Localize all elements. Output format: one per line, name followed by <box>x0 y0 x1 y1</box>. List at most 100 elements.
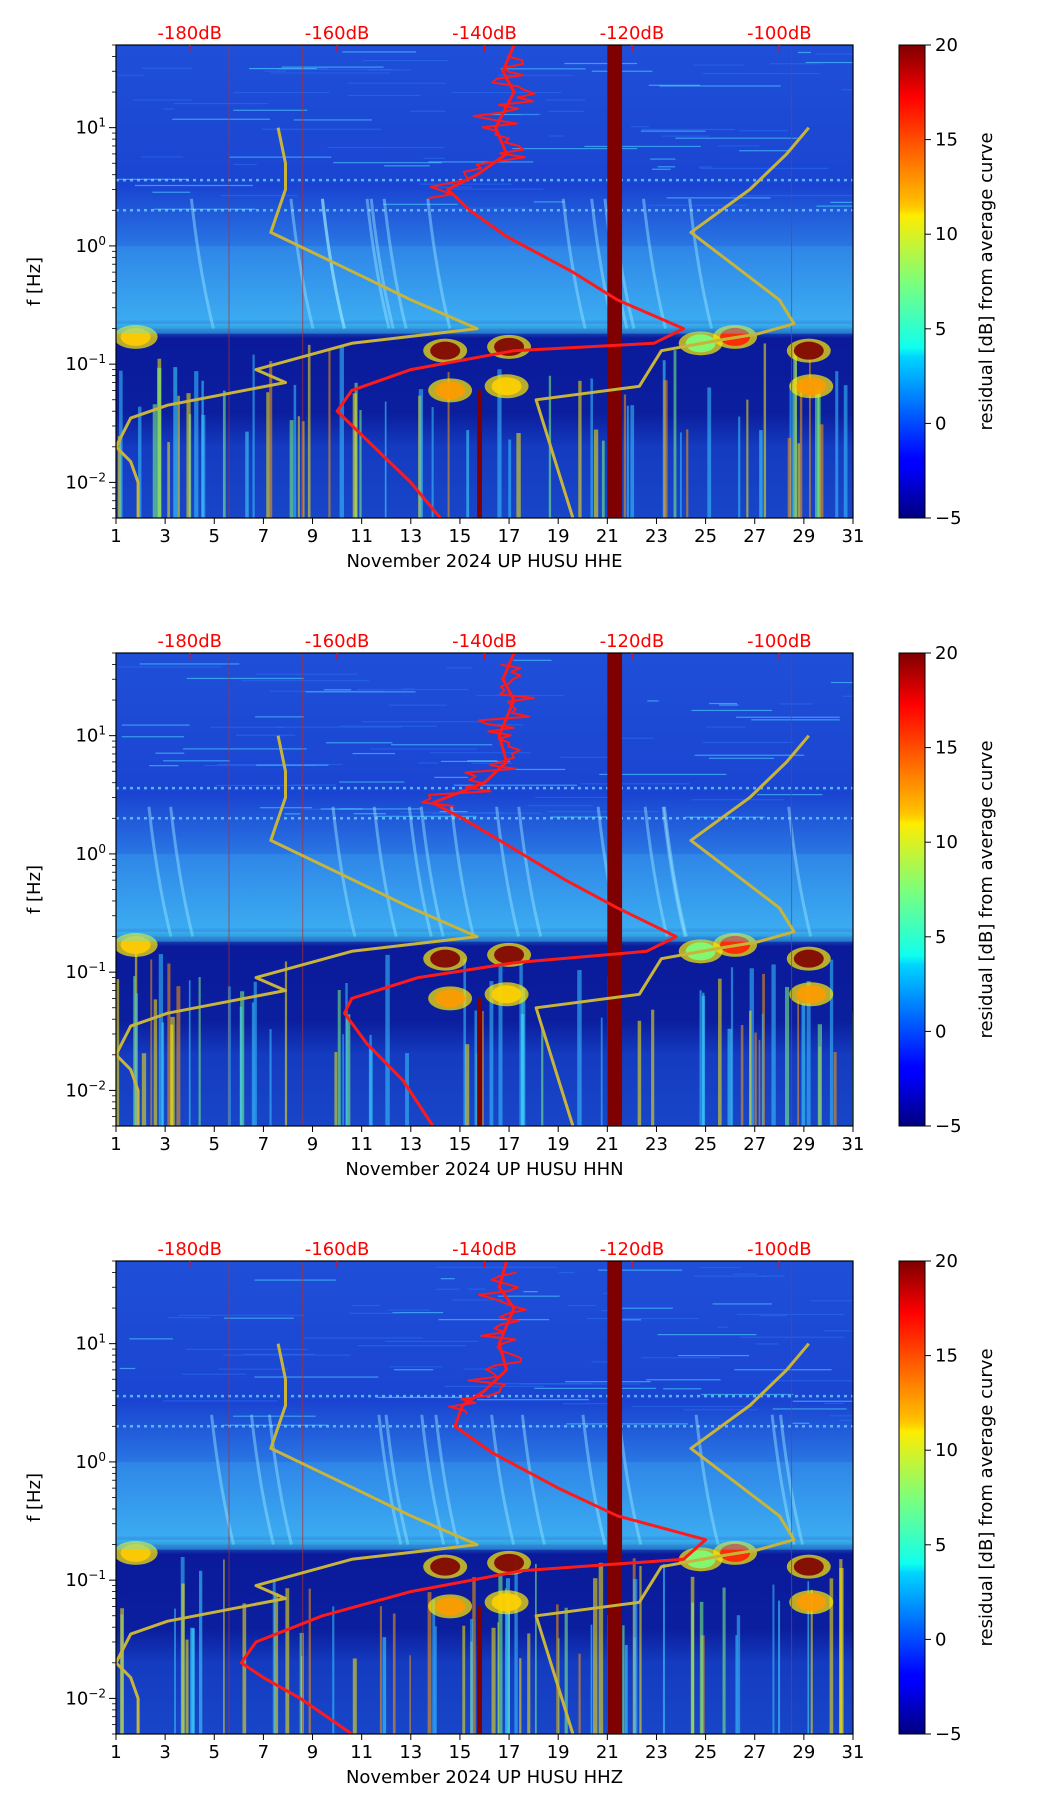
texture-streak <box>691 1602 694 1734</box>
texture-streak <box>805 61 853 64</box>
texture-streak <box>799 380 803 518</box>
texture-streak <box>549 135 565 137</box>
x-tick-label: 27 <box>743 1134 766 1155</box>
texture-streak <box>353 813 387 815</box>
texture-streak <box>762 973 765 1126</box>
texture-streak <box>504 1588 507 1734</box>
texture-streak <box>339 345 344 518</box>
texture-streak <box>157 367 162 518</box>
texture-streak <box>779 1414 805 1545</box>
texture-streak <box>616 1319 642 1321</box>
texture-streak <box>566 1423 688 1425</box>
x-tick-label: 19 <box>547 1742 570 1763</box>
texture-streak <box>284 961 288 1126</box>
texture-streak <box>377 1414 403 1545</box>
texture-streak <box>679 432 682 518</box>
texture-streak <box>702 992 705 1126</box>
average-power-curve <box>421 663 535 808</box>
texture-streak <box>648 84 700 86</box>
texture-streak <box>410 110 446 112</box>
texture-streak <box>657 166 676 168</box>
x-tick-label: 15 <box>448 526 471 547</box>
texture-streak <box>785 986 790 1126</box>
x-tick-label: 3 <box>159 526 170 547</box>
colorbar-tick-label: 20 <box>935 1251 958 1272</box>
high-noise-model-curve <box>534 1342 810 1734</box>
texture-streak <box>217 763 343 766</box>
low-noise-model-curve <box>116 1343 479 1734</box>
texture-streak <box>254 1279 336 1281</box>
texture-streak <box>819 424 824 518</box>
spectral-peak <box>435 1597 466 1616</box>
spectral-peak <box>793 1557 824 1576</box>
top-axis-label: -140dB <box>452 1239 517 1260</box>
x-tick-label: 11 <box>350 1134 373 1155</box>
texture-streak <box>385 1340 479 1342</box>
texture-streak <box>438 1319 550 1321</box>
texture-streak <box>163 108 175 110</box>
top-axis-label: -120dB <box>600 23 665 44</box>
texture-streak <box>521 113 542 115</box>
data-gap-band <box>477 1606 483 1734</box>
texture-streak <box>584 145 701 148</box>
texture-streak <box>541 1026 544 1126</box>
spectrogram-marks <box>116 1261 810 1734</box>
texture-streak <box>639 1565 642 1734</box>
colorbar-ticks <box>925 1260 931 1735</box>
colorbar-tick-label: 5 <box>935 927 946 948</box>
texture-streak <box>392 1613 396 1734</box>
texture-streak <box>683 1409 759 1411</box>
texture-streak <box>772 1408 847 1410</box>
y-tick-label: 100 <box>75 1450 106 1473</box>
texture-streak <box>801 1003 806 1126</box>
texture-streak <box>763 343 767 518</box>
texture-streak <box>810 1589 813 1734</box>
texture-streak <box>548 810 660 813</box>
texture-streak <box>323 689 352 691</box>
high-noise-model-curve <box>534 734 810 1126</box>
texture-streak <box>233 163 257 166</box>
texture-streak <box>598 1269 683 1271</box>
texture-streak <box>516 433 521 518</box>
texture-streak <box>293 384 297 518</box>
texture-streak <box>304 1337 424 1339</box>
texture-streak <box>787 806 813 937</box>
texture-streak <box>440 207 527 209</box>
texture-streak <box>842 695 853 697</box>
texture-streak <box>245 431 249 518</box>
texture-streak <box>608 1307 673 1309</box>
texture-streak <box>562 1403 615 1405</box>
texture-streak <box>497 1622 500 1734</box>
texture-streak <box>558 1271 575 1274</box>
texture-streak <box>550 816 622 818</box>
x-tick-label: 27 <box>743 526 766 547</box>
texture-streak <box>210 1414 236 1545</box>
texture-streak <box>700 167 829 169</box>
texture-streak <box>141 1053 147 1126</box>
texture-streak <box>817 1024 822 1126</box>
texture-streak <box>733 1273 757 1275</box>
texture-streak <box>512 147 638 150</box>
x-tick-label: 17 <box>498 526 521 547</box>
texture-streak <box>830 201 853 203</box>
spectral-peak <box>435 381 466 400</box>
texture-streak <box>793 347 797 518</box>
texture-band <box>116 1461 853 1545</box>
texture-streak <box>152 191 191 193</box>
texture-streak <box>593 429 599 518</box>
colorbar-tick-label: 15 <box>935 738 958 759</box>
texture-streak <box>708 757 775 759</box>
texture-streak <box>735 1635 738 1734</box>
texture-streak <box>163 1400 278 1402</box>
texture-streak <box>792 1422 810 1424</box>
x-tick-label: 15 <box>448 1742 471 1763</box>
colorbar-tick-label: −5 <box>935 508 962 529</box>
spectrogram-background <box>116 1261 853 1734</box>
texture-streak <box>440 760 511 763</box>
texture-streak <box>490 1414 516 1545</box>
top-axis-label: -120dB <box>600 1239 665 1260</box>
texture-streak <box>290 784 337 786</box>
texture-streak <box>600 1017 603 1126</box>
colorbar-ticks <box>925 652 931 1127</box>
texture-streak <box>498 1295 560 1297</box>
